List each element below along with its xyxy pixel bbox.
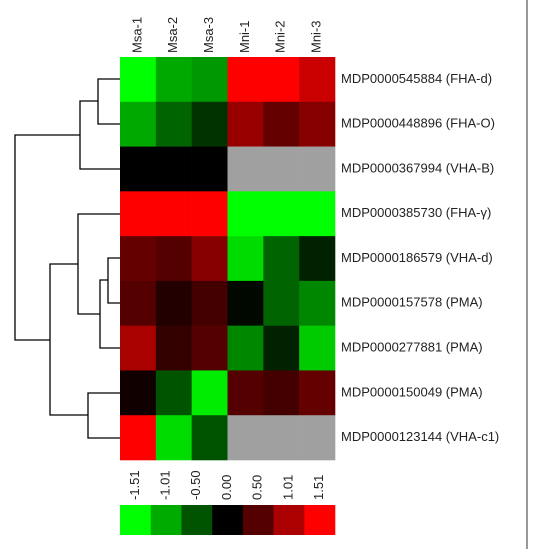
colorbar-tick-label: 1.01 [280, 475, 295, 500]
heatmap-cell [191, 280, 228, 326]
heatmap-cell [263, 101, 300, 147]
heatmap-cell [263, 325, 300, 371]
heatmap-cell [155, 101, 192, 147]
heatmap-cell [155, 191, 192, 237]
row-label: MDP0000367994 (VHA-B) [341, 160, 494, 175]
heatmap-cell [120, 370, 157, 416]
row-label: MDP0000123144 (VHA-c1) [341, 429, 499, 444]
heatmap-cell [155, 236, 192, 282]
heatmap-cell [155, 280, 192, 326]
column-label: Msa-2 [165, 17, 180, 53]
column-label: Msa-1 [129, 17, 144, 53]
colorbar-tick-label: 0.00 [219, 475, 234, 500]
heatmap-cell [299, 191, 336, 237]
heatmap-cell [120, 57, 157, 103]
heatmap-cell [263, 280, 300, 326]
heatmap-cell [191, 415, 228, 461]
column-label: Msa-3 [201, 17, 216, 53]
heatmap-cell [299, 325, 336, 371]
heatmap-cell [120, 146, 157, 192]
heatmap-cell [299, 57, 336, 103]
colorbar-swatch [273, 505, 305, 535]
heatmap-cell [120, 325, 157, 371]
row-label: MDP0000277881 (PMA) [341, 339, 483, 354]
row-label: MDP0000150049 (PMA) [341, 384, 483, 399]
heatmap-cell [191, 325, 228, 371]
heatmap-cell [227, 191, 264, 237]
heatmap-cell [263, 415, 300, 461]
heatmap-cell [155, 370, 192, 416]
colorbar-swatch [120, 505, 152, 535]
heatmap-cell [227, 280, 264, 326]
heatmap-cell [120, 280, 157, 326]
heatmap-cell [299, 280, 336, 326]
colorbar-tick-label: -1.51 [127, 470, 142, 500]
row-label: MDP0000157578 (PMA) [341, 295, 483, 310]
heatmap-cell [155, 57, 192, 103]
heatmap-cell [120, 191, 157, 237]
row-label: MDP0000186579 (VHA-d) [341, 250, 493, 265]
heatmap-cell [191, 57, 228, 103]
heatmap-cell [155, 415, 192, 461]
heatmap-cell [227, 146, 264, 192]
colorbar-swatch [212, 505, 244, 535]
heatmap-cell [263, 236, 300, 282]
column-label: Mni-2 [273, 20, 288, 53]
heatmap-cell [191, 191, 228, 237]
heatmap-cell [227, 57, 264, 103]
heatmap-cell [120, 236, 157, 282]
row-label: MDP0000545884 (FHA-d) [341, 71, 492, 86]
heatmap-cell [299, 236, 336, 282]
heatmap-cell [299, 101, 336, 147]
column-label: Mni-3 [309, 20, 324, 53]
heatmap-cell [191, 236, 228, 282]
heatmap-cell [155, 146, 192, 192]
row-label: MDP0000448896 (FHA-O) [341, 116, 495, 131]
heatmap-cell [227, 415, 264, 461]
heatmap-cell [120, 415, 157, 461]
heatmap-cell [155, 325, 192, 371]
colorbar-swatch [150, 505, 182, 535]
colorbar-swatch [242, 505, 274, 535]
colorbar-tick-label: -1.01 [158, 470, 173, 500]
heatmap-cell [227, 325, 264, 371]
column-label: Mni-1 [237, 20, 252, 53]
heatmap-cell [227, 236, 264, 282]
heatmap-cell [191, 370, 228, 416]
heatmap-cell [263, 370, 300, 416]
heatmap-cell [263, 146, 300, 192]
heatmap-cell [263, 57, 300, 103]
colorbar-tick-label: 1.51 [311, 475, 326, 500]
heatmap-cell [299, 146, 336, 192]
heatmap-cell [120, 101, 157, 147]
dendrogram [14, 78, 120, 439]
heatmap-cell [227, 370, 264, 416]
colorbar-swatch [304, 505, 336, 535]
heatmap-cell [191, 146, 228, 192]
colorbar-swatch [181, 505, 213, 535]
colorbar-tick-label: 0.50 [250, 475, 265, 500]
colorbar-tick-label: -0.50 [188, 470, 203, 500]
heatmap-cell [227, 101, 264, 147]
heatmap-cell [191, 101, 228, 147]
heatmap-cell [263, 191, 300, 237]
row-label: MDP0000385730 (FHA-γ) [341, 205, 491, 220]
heatmap-cell [299, 370, 336, 416]
heatmap-cell [299, 415, 336, 461]
